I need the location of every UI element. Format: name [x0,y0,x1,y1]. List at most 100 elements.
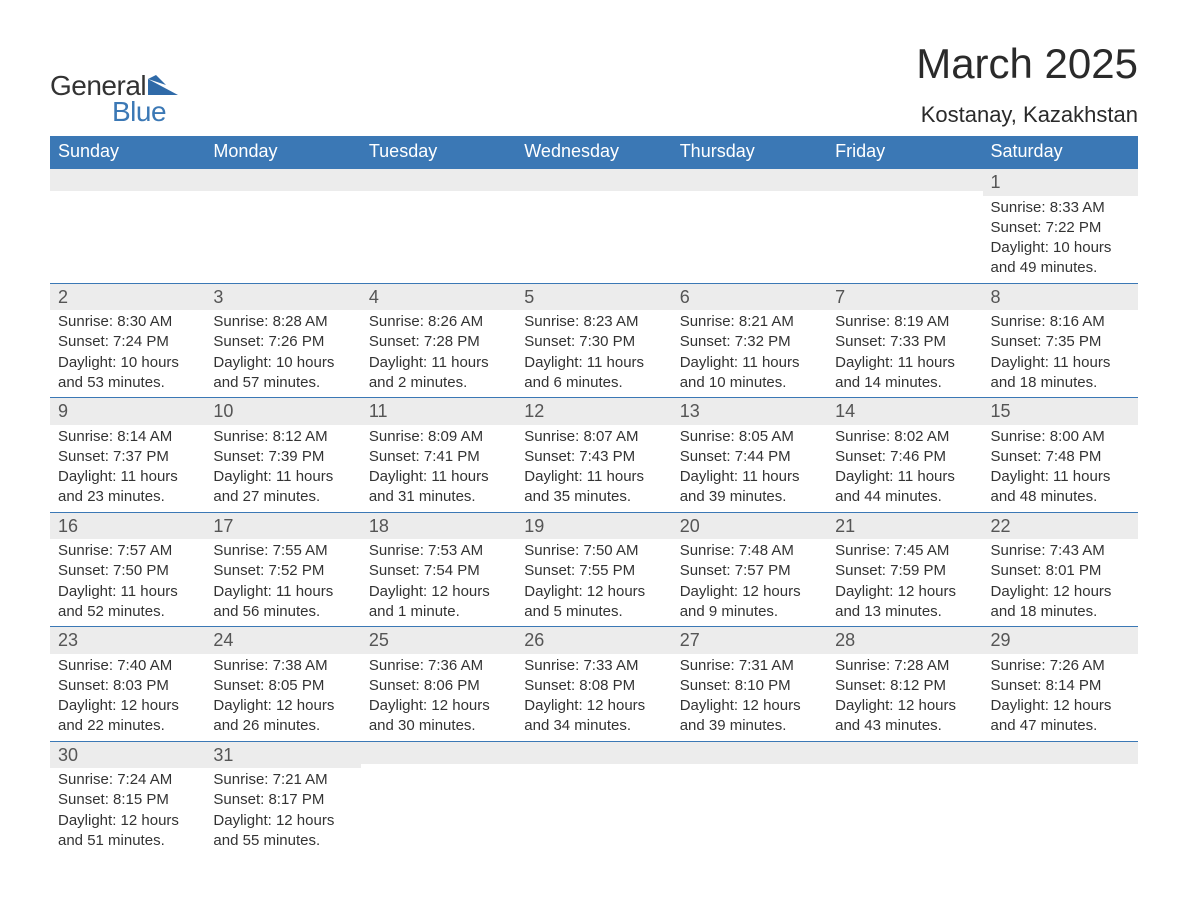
calendar-day-cell: 20Sunrise: 7:48 AMSunset: 7:57 PMDayligh… [672,512,827,627]
daylight-line: Daylight: 11 hours and 27 minutes. [213,467,352,508]
calendar-day-cell: 25Sunrise: 7:36 AMSunset: 8:06 PMDayligh… [361,627,516,742]
day-data: Sunrise: 7:43 AMSunset: 8:01 PMDaylight:… [983,539,1138,626]
sunset-line: Sunset: 7:48 PM [991,447,1130,467]
day-number: 26 [516,627,671,654]
sunrise-line: Sunrise: 7:26 AM [991,656,1130,676]
day-number: 6 [672,284,827,311]
sunrise-line: Sunrise: 7:50 AM [524,541,663,561]
day-number: 9 [50,398,205,425]
sunset-line: Sunset: 8:06 PM [369,676,508,696]
sunrise-line: Sunrise: 8:14 AM [58,427,197,447]
daylight-line: Daylight: 11 hours and 23 minutes. [58,467,197,508]
calendar-day-cell: 12Sunrise: 8:07 AMSunset: 7:43 PMDayligh… [516,398,671,513]
day-data: Sunrise: 7:36 AMSunset: 8:06 PMDaylight:… [361,654,516,741]
sunset-line: Sunset: 7:35 PM [991,332,1130,352]
day-number: 3 [205,284,360,311]
sunrise-line: Sunrise: 7:55 AM [213,541,352,561]
calendar-week-row: 1Sunrise: 8:33 AMSunset: 7:22 PMDaylight… [50,169,1138,284]
calendar-week-row: 30Sunrise: 7:24 AMSunset: 8:15 PMDayligh… [50,741,1138,855]
calendar-day-cell: 19Sunrise: 7:50 AMSunset: 7:55 PMDayligh… [516,512,671,627]
sunset-line: Sunset: 7:52 PM [213,561,352,581]
sunset-line: Sunset: 7:39 PM [213,447,352,467]
day-number: 22 [983,513,1138,540]
sunrise-line: Sunrise: 7:45 AM [835,541,974,561]
day-number: 14 [827,398,982,425]
day-number [361,742,516,764]
daylight-line: Daylight: 12 hours and 5 minutes. [524,582,663,623]
daylight-line: Daylight: 11 hours and 35 minutes. [524,467,663,508]
calendar-day-cell: 5Sunrise: 8:23 AMSunset: 7:30 PMDaylight… [516,283,671,398]
day-data [516,191,671,267]
sunrise-line: Sunrise: 8:07 AM [524,427,663,447]
sunset-line: Sunset: 7:50 PM [58,561,197,581]
day-data: Sunrise: 8:26 AMSunset: 7:28 PMDaylight:… [361,310,516,397]
day-data: Sunrise: 8:05 AMSunset: 7:44 PMDaylight:… [672,425,827,512]
day-data: Sunrise: 8:19 AMSunset: 7:33 PMDaylight:… [827,310,982,397]
calendar-empty-cell [361,169,516,284]
calendar-day-cell: 6Sunrise: 8:21 AMSunset: 7:32 PMDaylight… [672,283,827,398]
daylight-line: Daylight: 12 hours and 39 minutes. [680,696,819,737]
sunset-line: Sunset: 7:43 PM [524,447,663,467]
sunrise-line: Sunrise: 7:33 AM [524,656,663,676]
daylight-line: Daylight: 12 hours and 13 minutes. [835,582,974,623]
calendar-day-cell: 27Sunrise: 7:31 AMSunset: 8:10 PMDayligh… [672,627,827,742]
daylight-line: Daylight: 12 hours and 1 minute. [369,582,508,623]
location-subtitle: Kostanay, Kazakhstan [916,102,1138,128]
daylight-line: Daylight: 12 hours and 30 minutes. [369,696,508,737]
calendar-table: SundayMondayTuesdayWednesdayThursdayFrid… [50,136,1138,855]
sunset-line: Sunset: 7:33 PM [835,332,974,352]
sunrise-line: Sunrise: 8:09 AM [369,427,508,447]
daylight-line: Daylight: 12 hours and 18 minutes. [991,582,1130,623]
calendar-empty-cell [827,741,982,855]
sunset-line: Sunset: 8:08 PM [524,676,663,696]
sunrise-line: Sunrise: 8:19 AM [835,312,974,332]
day-data: Sunrise: 8:21 AMSunset: 7:32 PMDaylight:… [672,310,827,397]
daylight-line: Daylight: 12 hours and 47 minutes. [991,696,1130,737]
calendar-day-cell: 18Sunrise: 7:53 AMSunset: 7:54 PMDayligh… [361,512,516,627]
daylight-line: Daylight: 12 hours and 9 minutes. [680,582,819,623]
day-number: 20 [672,513,827,540]
calendar-empty-cell [827,169,982,284]
daylight-line: Daylight: 10 hours and 53 minutes. [58,353,197,394]
sunset-line: Sunset: 7:26 PM [213,332,352,352]
sunrise-line: Sunrise: 7:28 AM [835,656,974,676]
daylight-line: Daylight: 12 hours and 51 minutes. [58,811,197,852]
day-data: Sunrise: 7:33 AMSunset: 8:08 PMDaylight:… [516,654,671,741]
calendar-day-cell: 11Sunrise: 8:09 AMSunset: 7:41 PMDayligh… [361,398,516,513]
header: General Blue March 2025 Kostanay, Kazakh… [50,40,1138,128]
day-number: 13 [672,398,827,425]
day-data: Sunrise: 7:53 AMSunset: 7:54 PMDaylight:… [361,539,516,626]
day-number: 18 [361,513,516,540]
calendar-day-cell: 30Sunrise: 7:24 AMSunset: 8:15 PMDayligh… [50,741,205,855]
day-number: 25 [361,627,516,654]
sunrise-line: Sunrise: 8:05 AM [680,427,819,447]
calendar-day-cell: 14Sunrise: 8:02 AMSunset: 7:46 PMDayligh… [827,398,982,513]
daylight-line: Daylight: 11 hours and 56 minutes. [213,582,352,623]
day-number [827,742,982,764]
sunrise-line: Sunrise: 8:28 AM [213,312,352,332]
day-data: Sunrise: 8:23 AMSunset: 7:30 PMDaylight:… [516,310,671,397]
day-data: Sunrise: 8:02 AMSunset: 7:46 PMDaylight:… [827,425,982,512]
logo: General Blue [50,40,178,128]
day-number: 16 [50,513,205,540]
calendar-empty-cell [983,741,1138,855]
daylight-line: Daylight: 12 hours and 22 minutes. [58,696,197,737]
day-number: 27 [672,627,827,654]
weekday-header: Monday [205,136,360,169]
day-number [983,742,1138,764]
daylight-line: Daylight: 11 hours and 52 minutes. [58,582,197,623]
calendar-day-cell: 10Sunrise: 8:12 AMSunset: 7:39 PMDayligh… [205,398,360,513]
day-data: Sunrise: 7:26 AMSunset: 8:14 PMDaylight:… [983,654,1138,741]
day-data: Sunrise: 8:00 AMSunset: 7:48 PMDaylight:… [983,425,1138,512]
sunset-line: Sunset: 8:17 PM [213,790,352,810]
sunset-line: Sunset: 7:24 PM [58,332,197,352]
calendar-day-cell: 26Sunrise: 7:33 AMSunset: 8:08 PMDayligh… [516,627,671,742]
sunrise-line: Sunrise: 7:57 AM [58,541,197,561]
day-number: 30 [50,742,205,769]
sunrise-line: Sunrise: 7:43 AM [991,541,1130,561]
day-data: Sunrise: 7:57 AMSunset: 7:50 PMDaylight:… [50,539,205,626]
day-number: 15 [983,398,1138,425]
sunset-line: Sunset: 7:44 PM [680,447,819,467]
day-data: Sunrise: 7:48 AMSunset: 7:57 PMDaylight:… [672,539,827,626]
calendar-day-cell: 9Sunrise: 8:14 AMSunset: 7:37 PMDaylight… [50,398,205,513]
